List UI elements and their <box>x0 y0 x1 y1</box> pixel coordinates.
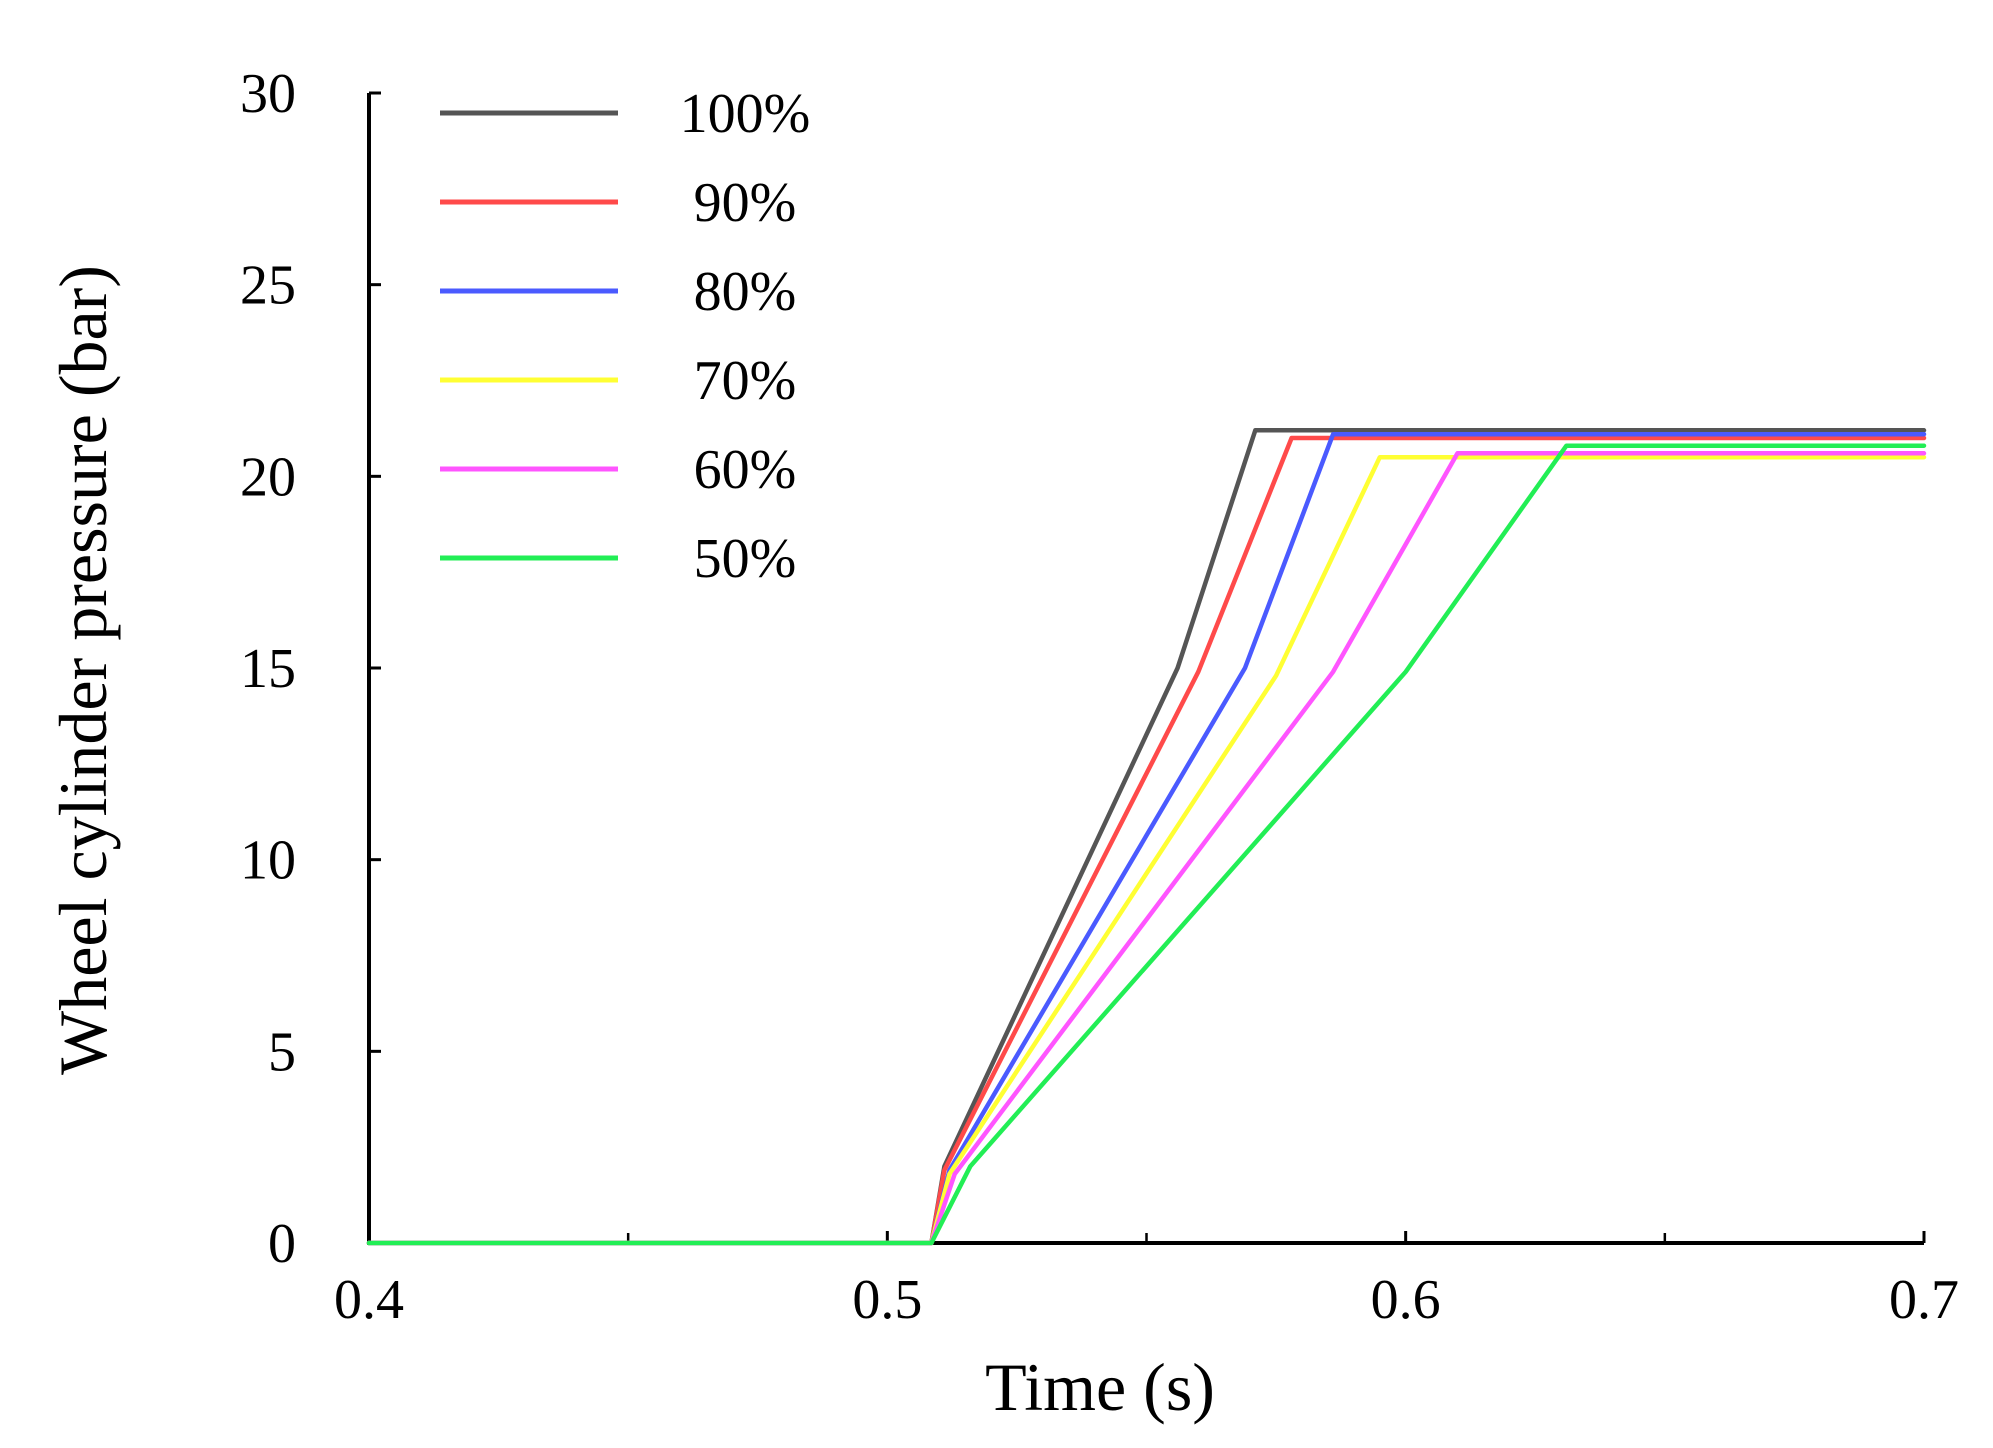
legend-label: 70% <box>694 350 797 412</box>
x-tick-label: 0.4 <box>334 1269 404 1331</box>
axes <box>367 93 1924 1245</box>
y-tick-label: 25 <box>240 255 296 317</box>
y-ticks: 0 5 10 15 20 25 30 <box>240 63 381 1275</box>
y-tick-label: 10 <box>240 830 296 892</box>
legend-label: 90% <box>694 172 797 234</box>
x-axis-title: Time (s) <box>985 1349 1215 1425</box>
legend-label: 80% <box>694 261 797 323</box>
y-tick-label: 5 <box>268 1021 296 1083</box>
x-tick-label: 0.6 <box>1371 1269 1441 1331</box>
y-tick-label: 20 <box>240 446 296 508</box>
x-tick-label: 0.7 <box>1889 1269 1959 1331</box>
legend-label: 50% <box>694 528 797 590</box>
legend: 100% 90% 80% 70% 60% 50% <box>440 83 810 590</box>
series-lines <box>366 428 1927 1246</box>
x-tick-label: 0.5 <box>852 1269 922 1331</box>
series-line-50pct <box>366 443 1927 1246</box>
series-line-70pct <box>366 454 1927 1246</box>
series-line-60pct <box>366 451 1927 1246</box>
y-tick-label: 0 <box>268 1213 296 1275</box>
y-axis-title: Wheel cylinder pressure (bar) <box>45 265 121 1075</box>
legend-label: 60% <box>694 439 797 501</box>
x-ticks: 0.4 0.5 0.6 0.7 <box>334 1231 1959 1331</box>
y-tick-label: 30 <box>240 63 296 125</box>
legend-label: 100% <box>680 83 811 145</box>
y-tick-label: 15 <box>240 638 296 700</box>
